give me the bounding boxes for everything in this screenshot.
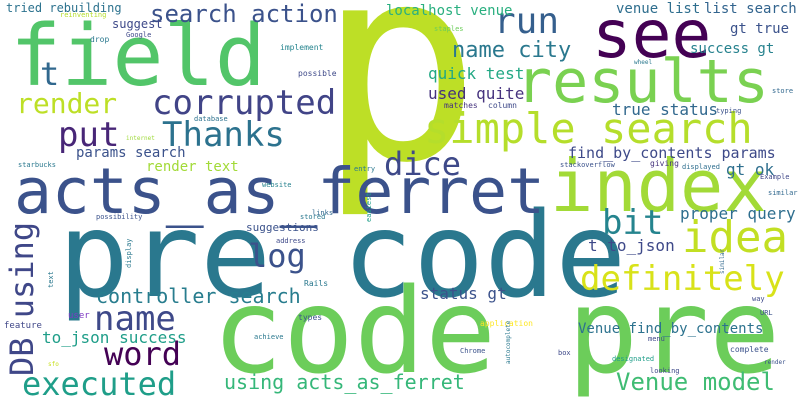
word-url: URL: [760, 309, 773, 317]
word-suggestions: suggestions: [246, 221, 319, 234]
word-column: column: [488, 101, 517, 110]
word-controller-search: controller search: [96, 284, 301, 308]
word-list-search: list search: [704, 1, 797, 17]
word-achieve: achieve: [254, 333, 284, 341]
word-autocomplete: autocomplete: [505, 320, 512, 364]
word-dice: dice: [384, 145, 462, 183]
word-name: name: [94, 299, 176, 339]
word-simple-search: simple search: [424, 104, 753, 153]
word-used-quite: used quite: [428, 84, 525, 103]
word-true-status: true status: [612, 100, 718, 119]
word-designated: designated: [612, 355, 655, 363]
word-example: Example: [760, 173, 790, 181]
word-rails: Rails: [304, 279, 329, 288]
word-types: types: [298, 313, 323, 322]
word-menu: menu: [648, 335, 665, 343]
word-wheel: wheel: [634, 59, 653, 66]
word-venue-list: venue list: [616, 1, 701, 17]
word-find-by-contents-params: find_by_contents params: [568, 144, 776, 162]
word-possibility: possibility: [96, 213, 143, 221]
word-stored: stored: [300, 213, 326, 221]
word-run: run: [494, 1, 560, 42]
word-chrome: Chrome: [460, 347, 486, 355]
word-store: store: [772, 87, 794, 95]
word-t: t: [40, 55, 60, 93]
word-render-text: render text: [146, 159, 239, 175]
word-thanks: Thanks: [162, 115, 285, 155]
word-possible: possible: [298, 69, 337, 78]
word-pre-code: pre code: [58, 186, 627, 324]
word-reinventing: reinventing: [60, 11, 107, 19]
word-db-using: DB using: [3, 221, 41, 376]
word-quick-test: quick test: [428, 64, 525, 83]
word-status-gt: status gt: [420, 284, 507, 303]
word-gt-true: gt true: [730, 21, 790, 37]
word-typing: typing: [716, 107, 742, 115]
word-name-city: name city: [452, 38, 572, 63]
word-suggest: suggest: [112, 17, 163, 31]
word-results: results: [516, 47, 769, 117]
word-text: text: [47, 271, 55, 288]
word-internet: internet: [126, 135, 155, 142]
word-put: put: [58, 115, 120, 155]
word-index: index: [550, 144, 767, 228]
word-field: field: [10, 7, 266, 106]
word-idea: idea: [682, 212, 788, 263]
word-application: application: [480, 319, 533, 328]
word-drop: drop: [90, 35, 110, 44]
word-looking: looking: [650, 367, 680, 375]
word-similar: similar: [768, 189, 798, 197]
word-bit: bit: [602, 203, 664, 243]
word-params-search: params search: [76, 145, 186, 161]
word-corrupted: corrupted: [152, 83, 337, 123]
word-box: box: [558, 349, 571, 357]
word-matches: matches: [444, 101, 478, 110]
word-database: database: [194, 115, 228, 123]
word-t-to-json: t to_json: [588, 236, 675, 255]
word-feature: feature: [4, 321, 42, 331]
word-success-gt: success gt: [690, 41, 775, 57]
word-giving: giving: [650, 159, 679, 168]
word-gt-ok: gt ok: [726, 160, 775, 179]
word-easiest: easiest: [365, 192, 373, 222]
word-google: Google: [126, 31, 152, 39]
word-staples: staples: [434, 25, 464, 33]
word-p: p: [318, 0, 481, 222]
word-entry: entry: [354, 165, 376, 173]
word-website: website: [262, 181, 292, 189]
word-links: links: [312, 209, 334, 217]
word-display: display: [125, 238, 133, 268]
word-stackoverflow: stackoverflow: [560, 161, 615, 169]
word-venue-find-by-contents: Venue find_by_contents: [578, 321, 764, 337]
word-definitely: definitely: [580, 259, 785, 299]
word-acts-as-ferret: acts_as_ferret: [14, 155, 546, 228]
word-using-acts-as-ferret: using acts_as_ferret: [224, 370, 465, 394]
word-log: log: [248, 237, 306, 275]
word-sfo: sfo: [48, 361, 59, 368]
word-search-action: search action: [150, 0, 338, 28]
word-render-2: render: [764, 359, 786, 366]
word-proper-query: proper query: [680, 204, 796, 223]
word-venue-model: Venue model: [616, 368, 775, 396]
word-way: way: [752, 295, 765, 303]
word-starbucks: starbucks: [18, 161, 56, 169]
word-see: see: [592, 0, 712, 73]
word-localhost-venue: localhost venue: [386, 3, 513, 19]
word-word: word: [104, 335, 182, 373]
word-displayed: displayed: [682, 163, 720, 171]
word-implement: implement: [280, 43, 324, 52]
word-executed: executed: [22, 365, 177, 400]
word-complete: complete: [730, 345, 769, 354]
word-render: render: [16, 87, 118, 120]
word-user: user: [68, 311, 90, 321]
word-code-pre: code pre: [212, 262, 781, 400]
word-similar-2: similar: [719, 248, 726, 274]
word-to-json-success: to_json success: [42, 328, 187, 347]
word-address: address: [276, 237, 306, 245]
word-tried-rebuilding: tried rebuilding: [6, 1, 122, 15]
